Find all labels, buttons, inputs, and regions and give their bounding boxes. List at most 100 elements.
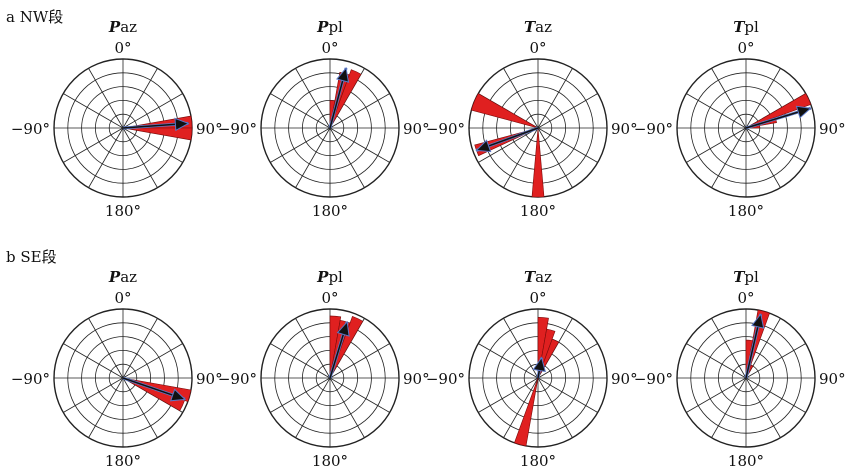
grid-spoke	[537, 127, 573, 188]
mean-vector-arrowhead	[170, 388, 187, 402]
panel-title-rest: az	[535, 18, 552, 36]
grid-spoke	[686, 343, 747, 379]
panel-title-italic: P	[316, 18, 329, 36]
rose-panel: Taz 0° 90° 180° −90°	[426, 18, 638, 220]
grid-spoke	[503, 127, 539, 188]
panel-title-rest: az	[120, 18, 137, 36]
mean-vector-arrowhead	[174, 117, 190, 132]
grid-spoke	[295, 318, 331, 379]
tick-label-bottom: 180°	[728, 452, 764, 470]
panel-title: Paz	[108, 268, 137, 286]
panel-title: Taz	[524, 18, 552, 36]
grid-spoke	[478, 377, 539, 413]
grid-spoke	[537, 68, 573, 129]
tick-label-top: 0°	[529, 39, 546, 57]
grid-spoke	[63, 377, 124, 413]
grid-spoke	[745, 343, 806, 379]
grid-spoke	[686, 127, 747, 163]
tick-label-bottom: 180°	[520, 202, 556, 220]
tick-label-left: −90°	[426, 120, 465, 138]
grid-spoke	[63, 127, 124, 163]
tick-label-right: 90°	[819, 370, 846, 388]
rose-petal	[122, 127, 193, 141]
rose-panel: Paz 0° 90° 180° −90°	[11, 18, 223, 220]
grid-spoke	[711, 127, 747, 188]
rose-petal	[329, 69, 362, 129]
tick-label-left: −90°	[11, 120, 50, 138]
tick-label-left: −90°	[634, 120, 673, 138]
grid-spoke	[122, 68, 158, 129]
grid-spoke	[537, 127, 598, 163]
tick-label-top: 0°	[321, 39, 338, 57]
tick-label-right: 90°	[403, 120, 430, 138]
grid-spoke	[711, 318, 747, 379]
grid-spoke	[122, 127, 158, 188]
panel-title-italic: P	[108, 268, 121, 286]
grid-spoke	[745, 377, 806, 413]
panel-title-rest: pl	[328, 268, 343, 286]
rose-petal	[514, 377, 539, 447]
mean-vector-arrowhead	[336, 66, 350, 83]
grid-spoke	[503, 68, 539, 129]
panel-title: Tpl	[733, 268, 759, 286]
tick-label-bottom: 180°	[105, 202, 141, 220]
tick-label-top: 0°	[321, 289, 338, 307]
tick-label-right: 90°	[196, 120, 223, 138]
grid-spoke	[122, 93, 183, 129]
grid-spoke	[295, 377, 331, 438]
panel-title-rest: pl	[744, 268, 759, 286]
tick-label-right: 90°	[819, 120, 846, 138]
grid-spoke	[122, 377, 158, 438]
tick-label-right: 90°	[611, 370, 638, 388]
grid-spoke	[329, 93, 390, 129]
grid-spoke	[122, 343, 183, 379]
grid-spoke	[295, 127, 331, 188]
grid-spoke	[711, 377, 747, 438]
tick-label-top: 0°	[529, 289, 546, 307]
panel-title-italic: P	[316, 268, 329, 286]
grid-spoke	[329, 343, 390, 379]
tick-label-left: −90°	[218, 370, 257, 388]
rose-petal	[745, 93, 812, 129]
mean-vector-arrowhead	[532, 356, 546, 373]
tick-label-top: 0°	[114, 39, 131, 57]
panel-title-italic: T	[524, 18, 537, 36]
grid-spoke	[537, 343, 598, 379]
grid-spoke	[329, 377, 390, 413]
section-label-nw: a NW段	[6, 8, 63, 26]
grid-spoke	[745, 127, 806, 163]
panel-title: Tpl	[733, 18, 759, 36]
grid-spoke	[270, 127, 331, 163]
rose-panel: Tpl 0° 90° 180° −90°	[634, 18, 846, 220]
panel-title-italic: P	[108, 18, 121, 36]
tick-label-top: 0°	[737, 289, 754, 307]
tick-label-bottom: 180°	[728, 202, 764, 220]
grid-spoke	[686, 377, 747, 413]
rose-panel: Ppl 0° 90° 180° −90°	[218, 18, 430, 220]
tick-label-bottom: 180°	[312, 202, 348, 220]
grid-spoke	[63, 343, 124, 379]
tick-label-right: 90°	[403, 370, 430, 388]
grid-spoke	[745, 127, 781, 188]
tick-label-left: −90°	[634, 370, 673, 388]
grid-spoke	[745, 377, 781, 438]
panel-title-italic: T	[733, 268, 746, 286]
mean-vector-arrowhead	[795, 105, 812, 119]
grid-spoke	[270, 377, 331, 413]
grid-spoke	[329, 127, 365, 188]
grid-spoke	[503, 318, 539, 379]
grid-spoke	[88, 318, 124, 379]
grid-spoke	[537, 377, 598, 413]
tick-label-left: −90°	[11, 370, 50, 388]
tick-label-top: 0°	[114, 289, 131, 307]
panel-title-italic: T	[733, 18, 746, 36]
tick-label-top: 0°	[737, 39, 754, 57]
tick-label-right: 90°	[196, 370, 223, 388]
rose-panel: Tpl 0° 90° 180° −90°	[634, 268, 846, 470]
mean-vector-arrowhead	[336, 320, 350, 337]
grid-spoke	[270, 93, 331, 129]
panel-title: Ppl	[316, 18, 343, 36]
mean-vector-arrowhead	[475, 139, 492, 153]
panel-title-rest: az	[535, 268, 552, 286]
